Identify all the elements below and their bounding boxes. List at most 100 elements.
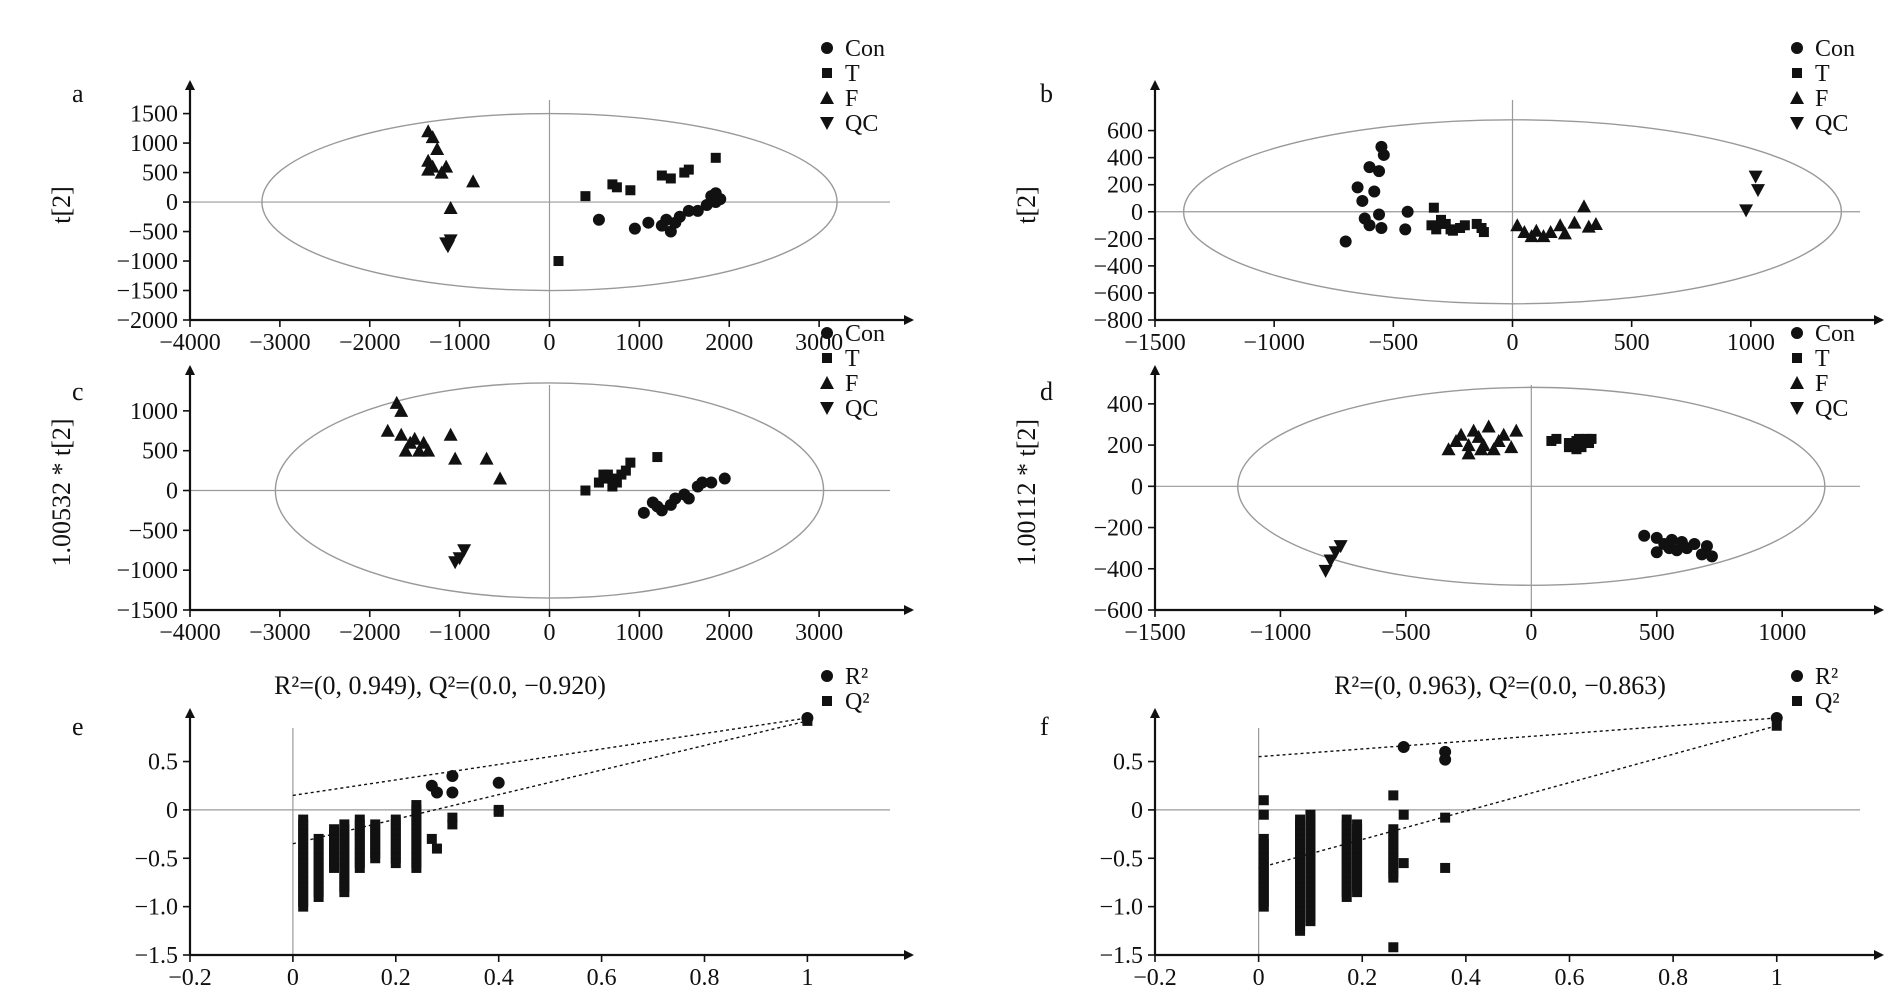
data-point: [1388, 790, 1399, 801]
x-tick-label: −1500: [1124, 620, 1186, 646]
legend-entry: Con: [1815, 321, 1855, 347]
data-point: [625, 457, 636, 468]
series-F: [1510, 199, 1603, 243]
legend-entry: T: [1815, 346, 1830, 372]
data-point: [466, 174, 481, 188]
data-point: [446, 770, 459, 783]
legend-marker: [820, 91, 834, 104]
data-point: [1586, 433, 1597, 444]
y-tick-label: −1.5: [134, 943, 178, 969]
series-QC: [1739, 170, 1765, 218]
y-tick-label: 0: [166, 479, 178, 505]
legend-entry: QC: [1815, 396, 1848, 422]
data-point: [1445, 224, 1456, 235]
series-R²: [1397, 712, 1783, 766]
data-point: [1551, 433, 1562, 444]
data-point: [1670, 544, 1683, 557]
x-tick-label: 0.6: [587, 965, 617, 991]
x-tick-label: −3000: [249, 620, 311, 646]
series-QC: [1318, 540, 1348, 578]
x-tick-label: 0.2: [1347, 965, 1377, 991]
data-point: [390, 814, 401, 825]
x-tick-label: 0.4: [484, 965, 514, 991]
data-point: [457, 544, 472, 558]
data-point: [1471, 429, 1486, 443]
legend-marker: [821, 670, 833, 682]
y-tick-label: 0: [166, 798, 178, 824]
series-F: [421, 124, 481, 214]
y-tick-label: −800: [1093, 308, 1143, 334]
x-tick-label: 0.8: [689, 965, 719, 991]
data-point: [452, 552, 467, 566]
data-point: [802, 715, 813, 726]
y-tick-label: −1000: [116, 558, 178, 584]
data-point: [448, 451, 463, 465]
legend-entry: F: [845, 86, 858, 112]
data-point: [1509, 423, 1524, 437]
series-Q²: [298, 715, 813, 912]
data-point: [407, 431, 422, 445]
data-point: [1650, 546, 1663, 559]
series-R²: [425, 712, 814, 799]
y-tick-label: −1.5: [1099, 943, 1143, 969]
y-tick-label: 0: [1131, 200, 1143, 226]
legend-entry: F: [845, 371, 858, 397]
y-tick-label: 1000: [130, 131, 178, 157]
data-point: [718, 472, 731, 485]
y-axis-label: 1.00532 * t[2]: [47, 418, 76, 566]
data-point: [683, 164, 694, 175]
data-point: [1398, 809, 1409, 820]
y-tick-label: 500: [142, 161, 178, 187]
x-tick-label: −4000: [159, 330, 221, 356]
y-tick-label: −200: [1093, 227, 1143, 253]
series-F: [380, 395, 508, 485]
y-tick-label: 500: [142, 439, 178, 465]
panel-label: d: [1040, 377, 1053, 406]
x-tick-label: −500: [1369, 330, 1419, 356]
y-tick-label: 200: [1107, 433, 1143, 459]
regression-line-Q²: [292, 720, 808, 845]
panel-label: f: [1040, 712, 1049, 741]
x-tick-label: 0: [1525, 620, 1537, 646]
data-point: [1368, 185, 1381, 198]
x-tick-label: −1000: [1243, 330, 1305, 356]
y-tick-label: 400: [1107, 146, 1143, 172]
chart-panel-d: d −1500 −1000 −500 0 500 1000 −600 −400 −200 0 200 4…: [1012, 321, 1884, 646]
data-point: [1258, 833, 1269, 844]
data-point: [425, 130, 440, 144]
y-tick-label: −400: [1093, 254, 1143, 280]
series-Con: [637, 472, 731, 519]
x-tick-label: 2000: [705, 330, 753, 356]
data-point: [1543, 225, 1558, 239]
y-tick-label: −400: [1093, 557, 1143, 583]
data-point: [1588, 216, 1603, 230]
data-point: [1258, 809, 1269, 820]
legend-marker: [820, 117, 834, 130]
data-point: [380, 423, 395, 437]
data-point: [1517, 225, 1532, 239]
data-point: [1481, 419, 1496, 433]
data-point: [1388, 942, 1399, 953]
y-tick-label: 0: [166, 190, 178, 216]
data-point: [447, 819, 458, 830]
data-point: [1305, 809, 1316, 820]
data-point: [389, 395, 404, 409]
data-point: [416, 435, 431, 449]
data-point: [1459, 220, 1470, 231]
data-point: [1399, 223, 1412, 236]
x-tick-label: 1000: [1727, 330, 1775, 356]
legend-marker: [1792, 353, 1802, 363]
regression-line-R²: [292, 717, 808, 797]
data-point: [1771, 720, 1782, 731]
data-point: [580, 485, 591, 496]
legend-marker: [1792, 68, 1802, 78]
x-tick-label: 0: [1253, 965, 1265, 991]
legend-entry: Con: [845, 321, 885, 347]
legend-marker: [1791, 670, 1803, 682]
legend-entry: QC: [845, 396, 878, 422]
data-point: [394, 403, 409, 417]
x-tick-label: −1500: [1124, 330, 1186, 356]
legend-entry: Q²: [845, 689, 870, 715]
x-tick-label: 0: [543, 330, 555, 356]
data-point: [394, 427, 409, 441]
